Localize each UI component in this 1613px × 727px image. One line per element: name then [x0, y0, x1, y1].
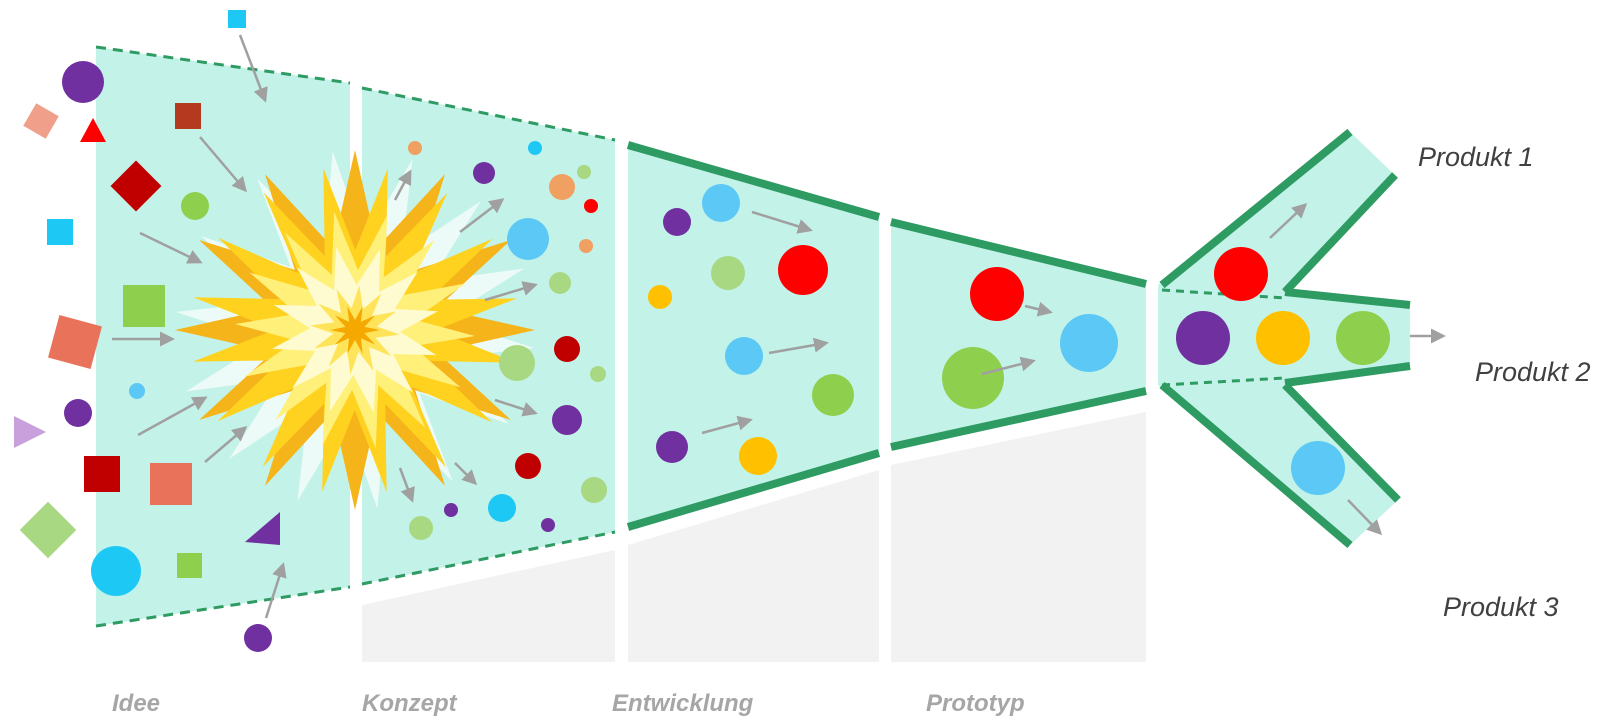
arrow: [204, 426, 248, 463]
dot: [970, 267, 1024, 321]
dot: [408, 141, 422, 155]
dot: [577, 165, 591, 179]
funnel-edges: [95, 45, 1411, 628]
dot: [739, 437, 777, 475]
dot: [1336, 311, 1390, 365]
dot: [552, 405, 582, 435]
gray-base: [362, 412, 1146, 662]
dot: [590, 366, 606, 382]
stage-label: Konzept: [362, 690, 458, 717]
dot: [579, 239, 593, 253]
dot: [648, 285, 672, 309]
stage-label: Entwicklung: [612, 690, 754, 717]
dot: [554, 336, 580, 362]
dot: [711, 256, 745, 290]
dot: [1214, 247, 1268, 301]
star-layer: [330, 306, 380, 354]
arrow: [454, 462, 478, 486]
dot: [1176, 311, 1230, 365]
product-label: Produkt 1: [1418, 142, 1534, 172]
dot: [499, 345, 535, 381]
arrow: [238, 34, 268, 103]
dot: [549, 174, 575, 200]
dot: [778, 245, 828, 295]
dot: [444, 503, 458, 517]
dot: [942, 347, 1004, 409]
arrow: [494, 398, 538, 417]
dot: [549, 272, 571, 294]
dot: [515, 453, 541, 479]
dot: [181, 192, 209, 220]
dot: [473, 162, 495, 184]
dot: [91, 546, 141, 596]
arrow: [1024, 301, 1053, 317]
arrow: [701, 415, 753, 435]
dot: [1256, 311, 1310, 365]
arrow: [1269, 202, 1308, 239]
arrow: [981, 356, 1036, 376]
arrows: [112, 34, 1446, 619]
arrow: [137, 396, 208, 437]
product-label: Produkt 3: [1443, 592, 1559, 622]
arrow: [484, 281, 538, 302]
dot: [409, 516, 433, 540]
dot: [1291, 441, 1345, 495]
dot: [64, 399, 92, 427]
dot: [488, 494, 516, 522]
dot: [507, 218, 549, 260]
arrow: [139, 231, 203, 264]
product-label: Produkt 2: [1475, 357, 1591, 387]
arrow: [398, 467, 415, 503]
dot: [725, 337, 763, 375]
dot: [584, 199, 598, 213]
dot: [702, 184, 740, 222]
stage-label: Idee: [112, 690, 160, 717]
dot: [528, 141, 542, 155]
dot: [541, 518, 555, 532]
dot: [244, 624, 272, 652]
dot: [1060, 314, 1118, 372]
dot: [581, 477, 607, 503]
dot: [812, 374, 854, 416]
explosion: [175, 150, 535, 510]
stage-label: Prototyp: [926, 690, 1025, 717]
arrow: [751, 210, 813, 234]
arrow: [199, 136, 247, 193]
arrow: [264, 562, 287, 619]
dot: [656, 431, 688, 463]
arrow: [459, 198, 505, 233]
idea-dots: [62, 61, 1390, 652]
dot: [663, 208, 691, 236]
arrow: [393, 169, 412, 201]
dot: [129, 383, 145, 399]
arrow: [768, 337, 829, 355]
arrow: [1347, 499, 1383, 536]
dot: [62, 61, 104, 103]
